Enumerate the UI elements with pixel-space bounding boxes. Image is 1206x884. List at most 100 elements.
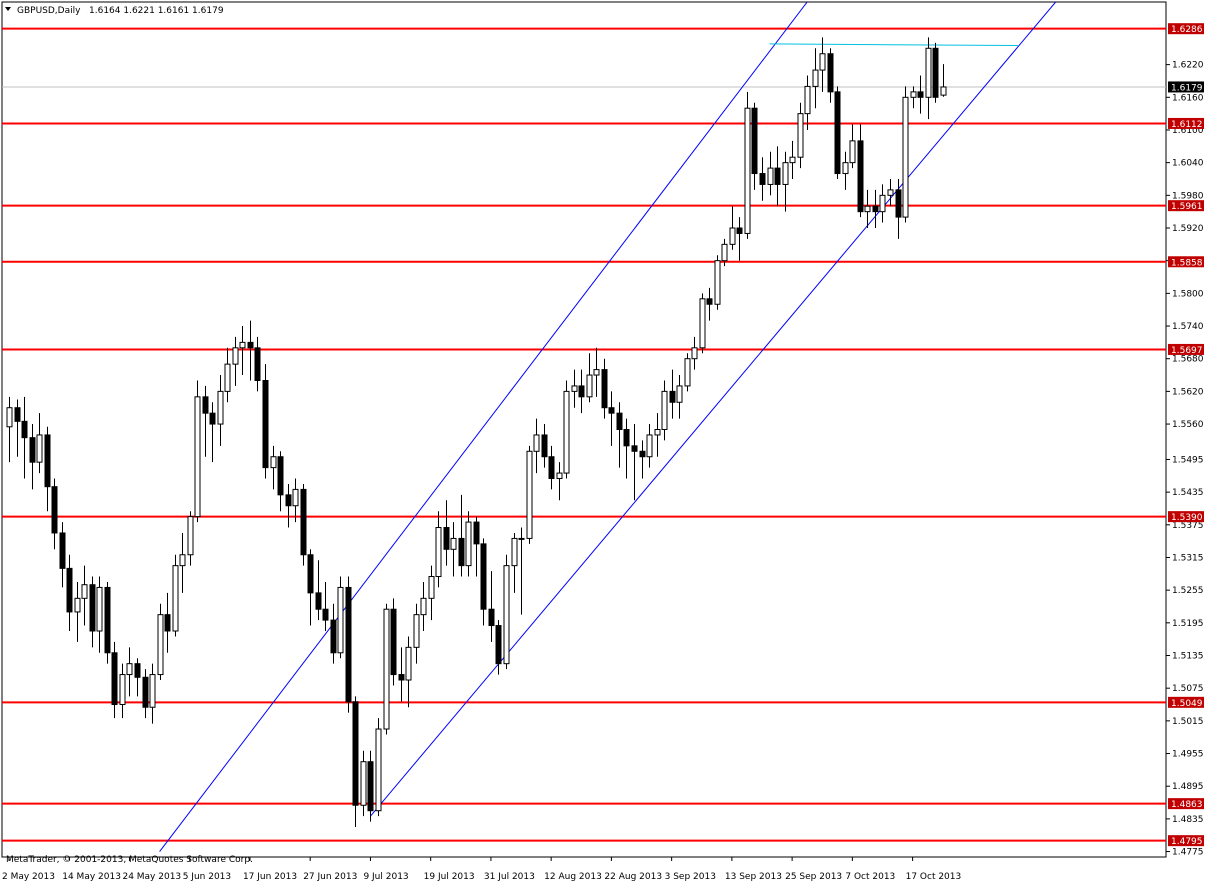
candle [209,402,216,463]
candle [292,478,299,523]
triangle-down-icon[interactable] [5,7,11,11]
time-tick-label: 13 Sep 2013 [725,872,782,882]
candle [797,102,804,169]
candle [759,157,766,201]
candle [608,391,615,446]
candle [270,445,277,490]
candle [134,658,141,697]
candle [586,353,593,403]
candle [684,353,691,392]
time-tick-label: 24 May 2013 [122,872,181,882]
price-tick-label: 1.5315 [1172,553,1204,563]
candle [322,581,329,631]
candle [36,413,43,474]
time-axis: 2 May 2013 14 May 2013 24 May 2013 5 Jun 20… [2,857,961,882]
candle [383,603,390,735]
svg-text:1.6286: 1.6286 [1171,25,1203,35]
candle [879,184,886,223]
candle [217,375,224,446]
candle [834,86,841,179]
channel-upper-trendline[interactable] [159,2,808,852]
svg-text:1.5858: 1.5858 [1171,258,1203,268]
candle [179,532,186,593]
candle [300,483,307,566]
candle [66,554,73,631]
price-tick-label: 1.5435 [1172,488,1204,498]
candle [925,37,932,120]
svg-text:1.5390: 1.5390 [1171,513,1203,523]
candle [285,483,292,528]
candle [390,598,397,686]
candle [812,48,819,109]
candle [691,336,698,370]
candle [849,124,856,169]
resistance-trendline[interactable] [769,43,1019,47]
candle [842,151,849,190]
candle [29,424,36,490]
level-price-tag: 1.5858 [1168,256,1204,268]
candle [789,140,796,179]
candle [895,178,902,239]
candle [360,750,367,817]
candle [721,238,728,267]
price-tick-label: 1.6100 [1172,126,1204,136]
candle [654,413,661,457]
candle [119,663,126,719]
candle [864,189,871,229]
time-tick-label: 12 Aug 2013 [544,872,602,882]
candle [262,364,269,479]
candle [435,511,442,588]
candle [239,326,246,376]
level-price-tag: 1.4795 [1168,835,1204,847]
candle [767,151,774,196]
candle [14,399,21,457]
candle [74,581,81,642]
candle [714,255,721,310]
time-tick-label: 7 Oct 2013 [845,872,895,882]
price-tick-label: 1.5075 [1172,684,1204,694]
level-price-tag: 1.4863 [1168,798,1204,810]
time-tick-label: 31 Jul 2013 [484,872,535,882]
candle [398,647,405,702]
candle [473,516,480,577]
candle [443,500,450,566]
time-tick-label: 17 Oct 2013 [906,872,962,882]
price-tick-label: 1.5980 [1172,191,1204,201]
channel-lower-trendline[interactable] [370,2,1057,817]
candle [465,511,472,577]
trendlines-layer [159,2,1057,852]
symbol-label: GBPUSD,Daily [17,6,81,16]
time-tick-label: 3 Sep 2013 [665,872,716,882]
price-tick-label: 1.5740 [1172,322,1204,332]
candle [44,426,51,512]
time-tick-label: 17 Jun 2013 [243,872,297,882]
candle [413,603,420,664]
level-tags: 1.6286 1.6112 1.5961 1.5858 1.5697 1.5390 1.50… [1168,23,1204,847]
candle [699,293,706,354]
price-tick-label: 1.5135 [1172,652,1204,662]
candle [571,369,578,408]
candles-layer [6,37,947,828]
price-tick-label: 1.4775 [1172,848,1204,858]
candle [616,402,623,468]
candle [157,603,164,681]
candle [172,554,179,637]
candle [21,396,28,479]
candle [774,146,781,207]
candle [593,347,600,397]
price-tick-label: 1.5560 [1172,420,1204,430]
svg-text:1.4795: 1.4795 [1171,837,1203,847]
time-tick-label: 19 Jul 2013 [424,872,475,882]
candle [578,369,585,414]
header: GBPUSD,Daily 1.6164 1.6221 1.6161 1.6179 [5,6,224,16]
candle [661,380,668,441]
time-tick-label: 9 Jul 2013 [363,872,408,882]
candle [744,91,751,239]
candle [902,86,909,223]
candle [149,663,156,724]
svg-text:1.5049: 1.5049 [1171,699,1203,709]
candle [194,380,201,523]
svg-text:1.6179: 1.6179 [1171,83,1203,93]
candle [495,620,502,675]
